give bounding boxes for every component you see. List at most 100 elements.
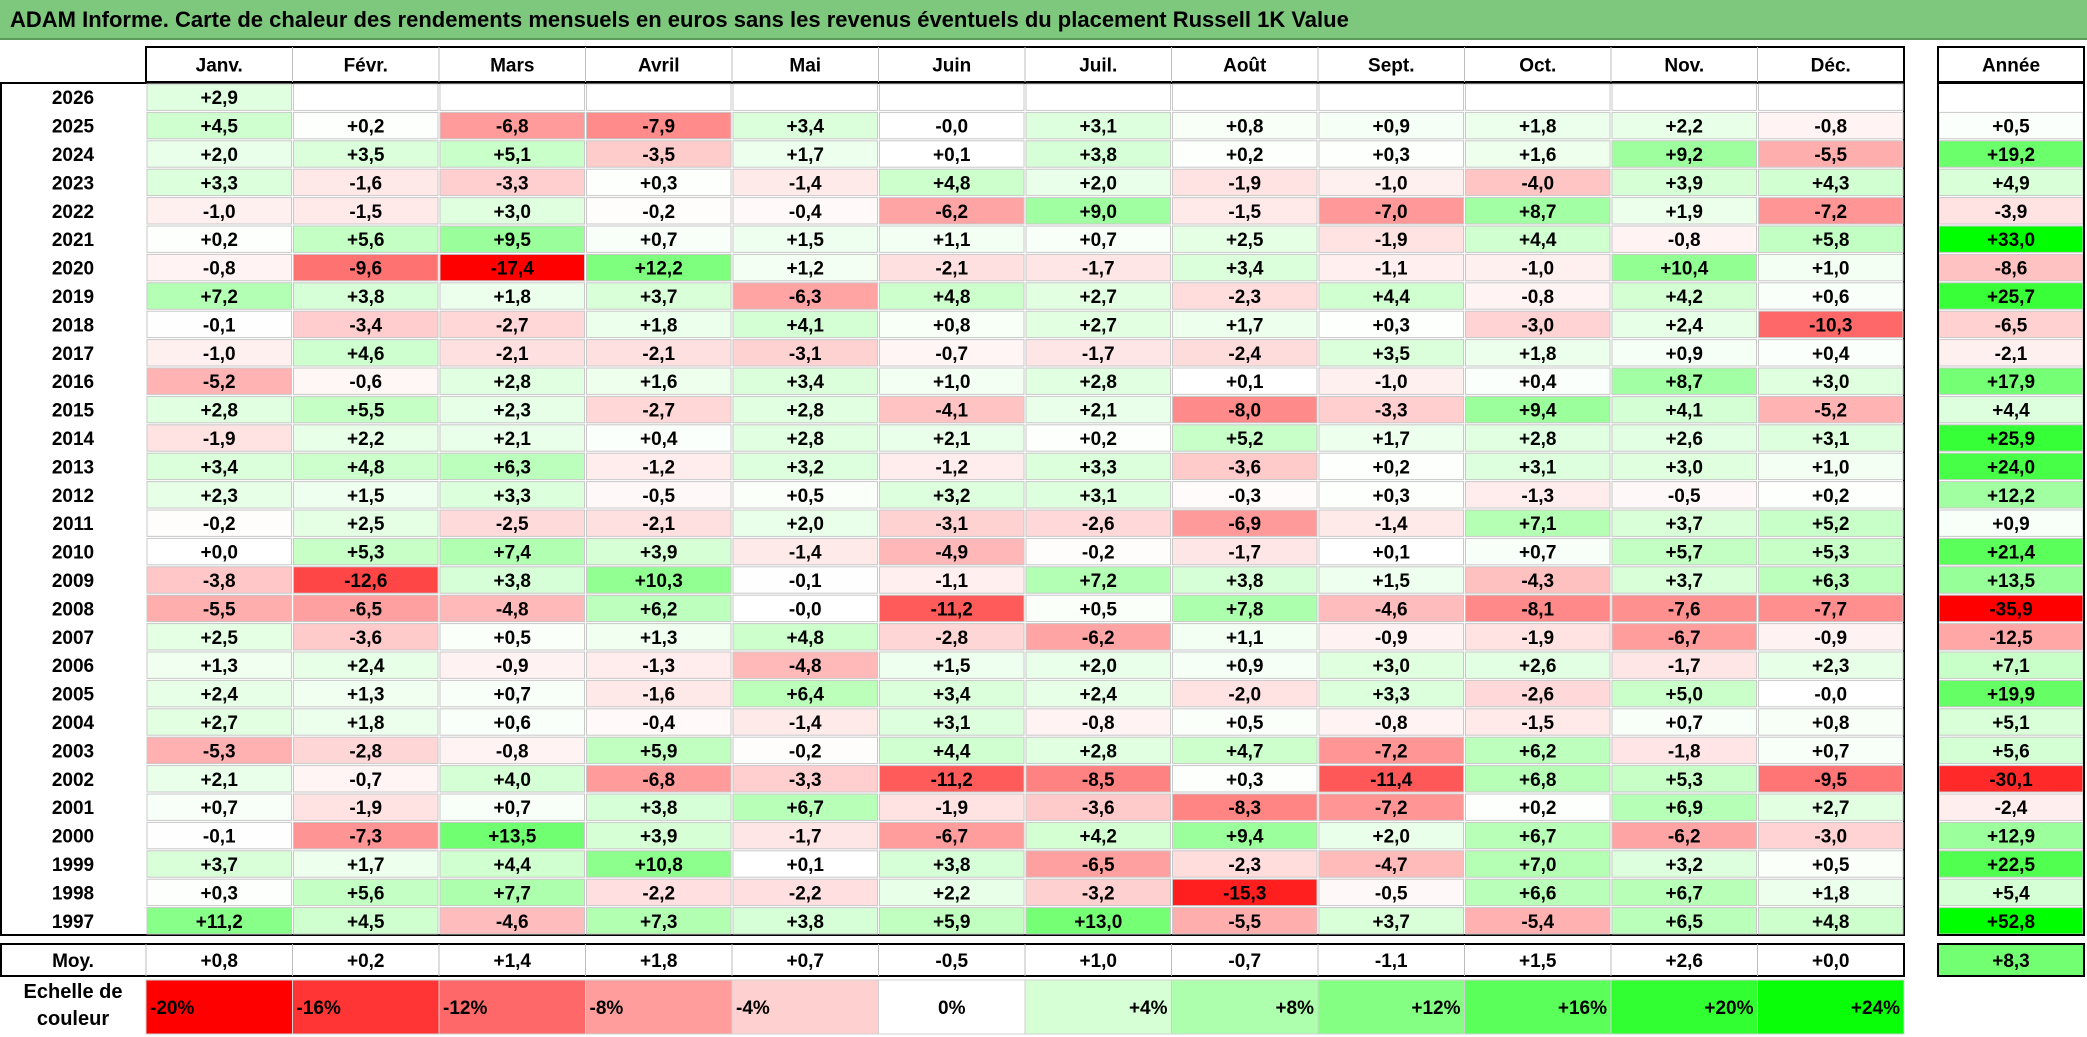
cell-value: +4,8 [933, 287, 971, 308]
heatmap-cell [1465, 481, 1611, 509]
heatmap-cell [146, 736, 292, 765]
cell-value: -1,9 [349, 798, 382, 819]
cell-value: +2,3 [493, 401, 531, 422]
heatmap-cell [732, 310, 878, 339]
heatmap-cell [1758, 793, 1904, 821]
cell-value: -7,2 [1375, 741, 1408, 762]
cell-value: -3,0 [1814, 827, 1847, 848]
annual-value: +0,9 [1992, 514, 2030, 535]
cell-value: -0,8 [1668, 230, 1701, 251]
cell-value: +12,2 [635, 259, 683, 280]
cell-value: -6,3 [789, 287, 822, 308]
heatmap-cell [439, 83, 585, 111]
heatmap-cell [439, 481, 585, 509]
heatmap-cell [586, 225, 732, 253]
cell-value: +3,0 [493, 202, 531, 223]
heatmap-cell [1465, 424, 1611, 452]
heatmap-cell [1318, 253, 1464, 282]
average-frame [0, 943, 1905, 977]
month-header: Févr. [344, 56, 388, 77]
heatmap-cell [586, 821, 732, 850]
heatmap-cell [1172, 623, 1318, 651]
cell-value: -5,5 [1228, 912, 1261, 933]
cell-value: -2,6 [1521, 685, 1554, 706]
cell-value: +5,3 [1665, 770, 1703, 791]
cell-value: +3,8 [347, 287, 385, 308]
heatmap-cell [293, 83, 439, 111]
heatmap-cell [1611, 339, 1757, 367]
cell-value: +4,8 [786, 628, 824, 649]
year-label: 2018 [52, 315, 94, 336]
cell-value: -1,1 [1375, 259, 1408, 280]
cell-value: -5,2 [203, 372, 236, 393]
cell-value: +2,7 [200, 713, 238, 734]
cell-value: +2,0 [200, 145, 238, 166]
cell-value: -3,6 [349, 628, 382, 649]
cell-value: -3,4 [349, 315, 382, 336]
cell-value: +1,0 [1812, 457, 1850, 478]
heatmap-cell [586, 907, 732, 935]
cell-value: -3,1 [935, 514, 968, 535]
heatmap-cell [732, 878, 878, 907]
cell-value: -11,4 [1370, 770, 1413, 791]
heatmap-cell [293, 736, 439, 765]
month-header: Nov. [1664, 56, 1704, 77]
heatmap-cell [732, 623, 878, 651]
heatmap-cell [439, 708, 585, 736]
heatmap-cell [1025, 310, 1171, 339]
heatmap-cell [1611, 168, 1757, 197]
cell-value: +1,2 [786, 259, 824, 280]
heatmap-cell [1611, 310, 1757, 339]
cell-value: +0,9 [1372, 117, 1410, 138]
cell-value: -5,2 [1814, 401, 1847, 422]
year-label: 2020 [52, 259, 94, 280]
heatmap-cell [439, 850, 585, 878]
year-label: 1999 [52, 855, 94, 876]
heatmap-cell [732, 793, 878, 821]
heatmap-cell [293, 111, 439, 140]
cell-value: +4,3 [1812, 173, 1850, 194]
cell-value: -0,0 [1814, 685, 1847, 706]
heatmap-cell [586, 481, 732, 509]
year-label: 2000 [52, 827, 94, 848]
heatmap-cell [1758, 537, 1904, 566]
heatmap-cell [1172, 509, 1318, 537]
cell-value: +10,4 [1660, 259, 1709, 280]
cell-value: -4,7 [1375, 855, 1408, 876]
heatmap-cell [879, 395, 1025, 424]
cell-value: +0,7 [200, 798, 238, 819]
cell-value: +6,6 [1519, 883, 1557, 904]
heatmap-cell [1172, 339, 1318, 367]
annual-value: +5,6 [1992, 741, 2030, 762]
cell-value: +2,9 [200, 88, 238, 109]
cell-value: +0,5 [1226, 713, 1264, 734]
annual-value: -2,1 [1995, 344, 2028, 365]
cell-value: +0,7 [493, 798, 531, 819]
cell-value: -1,5 [349, 202, 382, 223]
annual-value: +21,4 [1987, 543, 2036, 564]
heatmap-cell [1611, 481, 1757, 509]
cell-value: -1,7 [1668, 656, 1701, 677]
heatmap-cell [293, 197, 439, 225]
heatmap-cell [1758, 310, 1904, 339]
heatmap-cell [146, 651, 292, 679]
heatmap-cell [1465, 282, 1611, 310]
cell-value: -0,8 [203, 259, 236, 280]
cell-value: +0,7 [640, 230, 678, 251]
cell-value: -1,9 [935, 798, 968, 819]
cell-value: +3,8 [1079, 145, 1117, 166]
heatmap-cell [293, 253, 439, 282]
heatmap-cell [1758, 253, 1904, 282]
heatmap-cell [1318, 282, 1464, 310]
heatmap-cell [1318, 395, 1464, 424]
heatmap-cell [293, 339, 439, 367]
heatmap-cell [1025, 708, 1171, 736]
annual-value: +25,9 [1987, 429, 2035, 450]
heatmap-cell [1318, 566, 1464, 594]
cell-value: +3,4 [786, 117, 824, 138]
cell-value: +3,4 [1226, 259, 1264, 280]
heatmap-cell [1318, 424, 1464, 452]
cell-value: +0,8 [933, 315, 971, 336]
cell-value: +9,5 [493, 230, 531, 251]
year-label: 2013 [52, 457, 94, 478]
